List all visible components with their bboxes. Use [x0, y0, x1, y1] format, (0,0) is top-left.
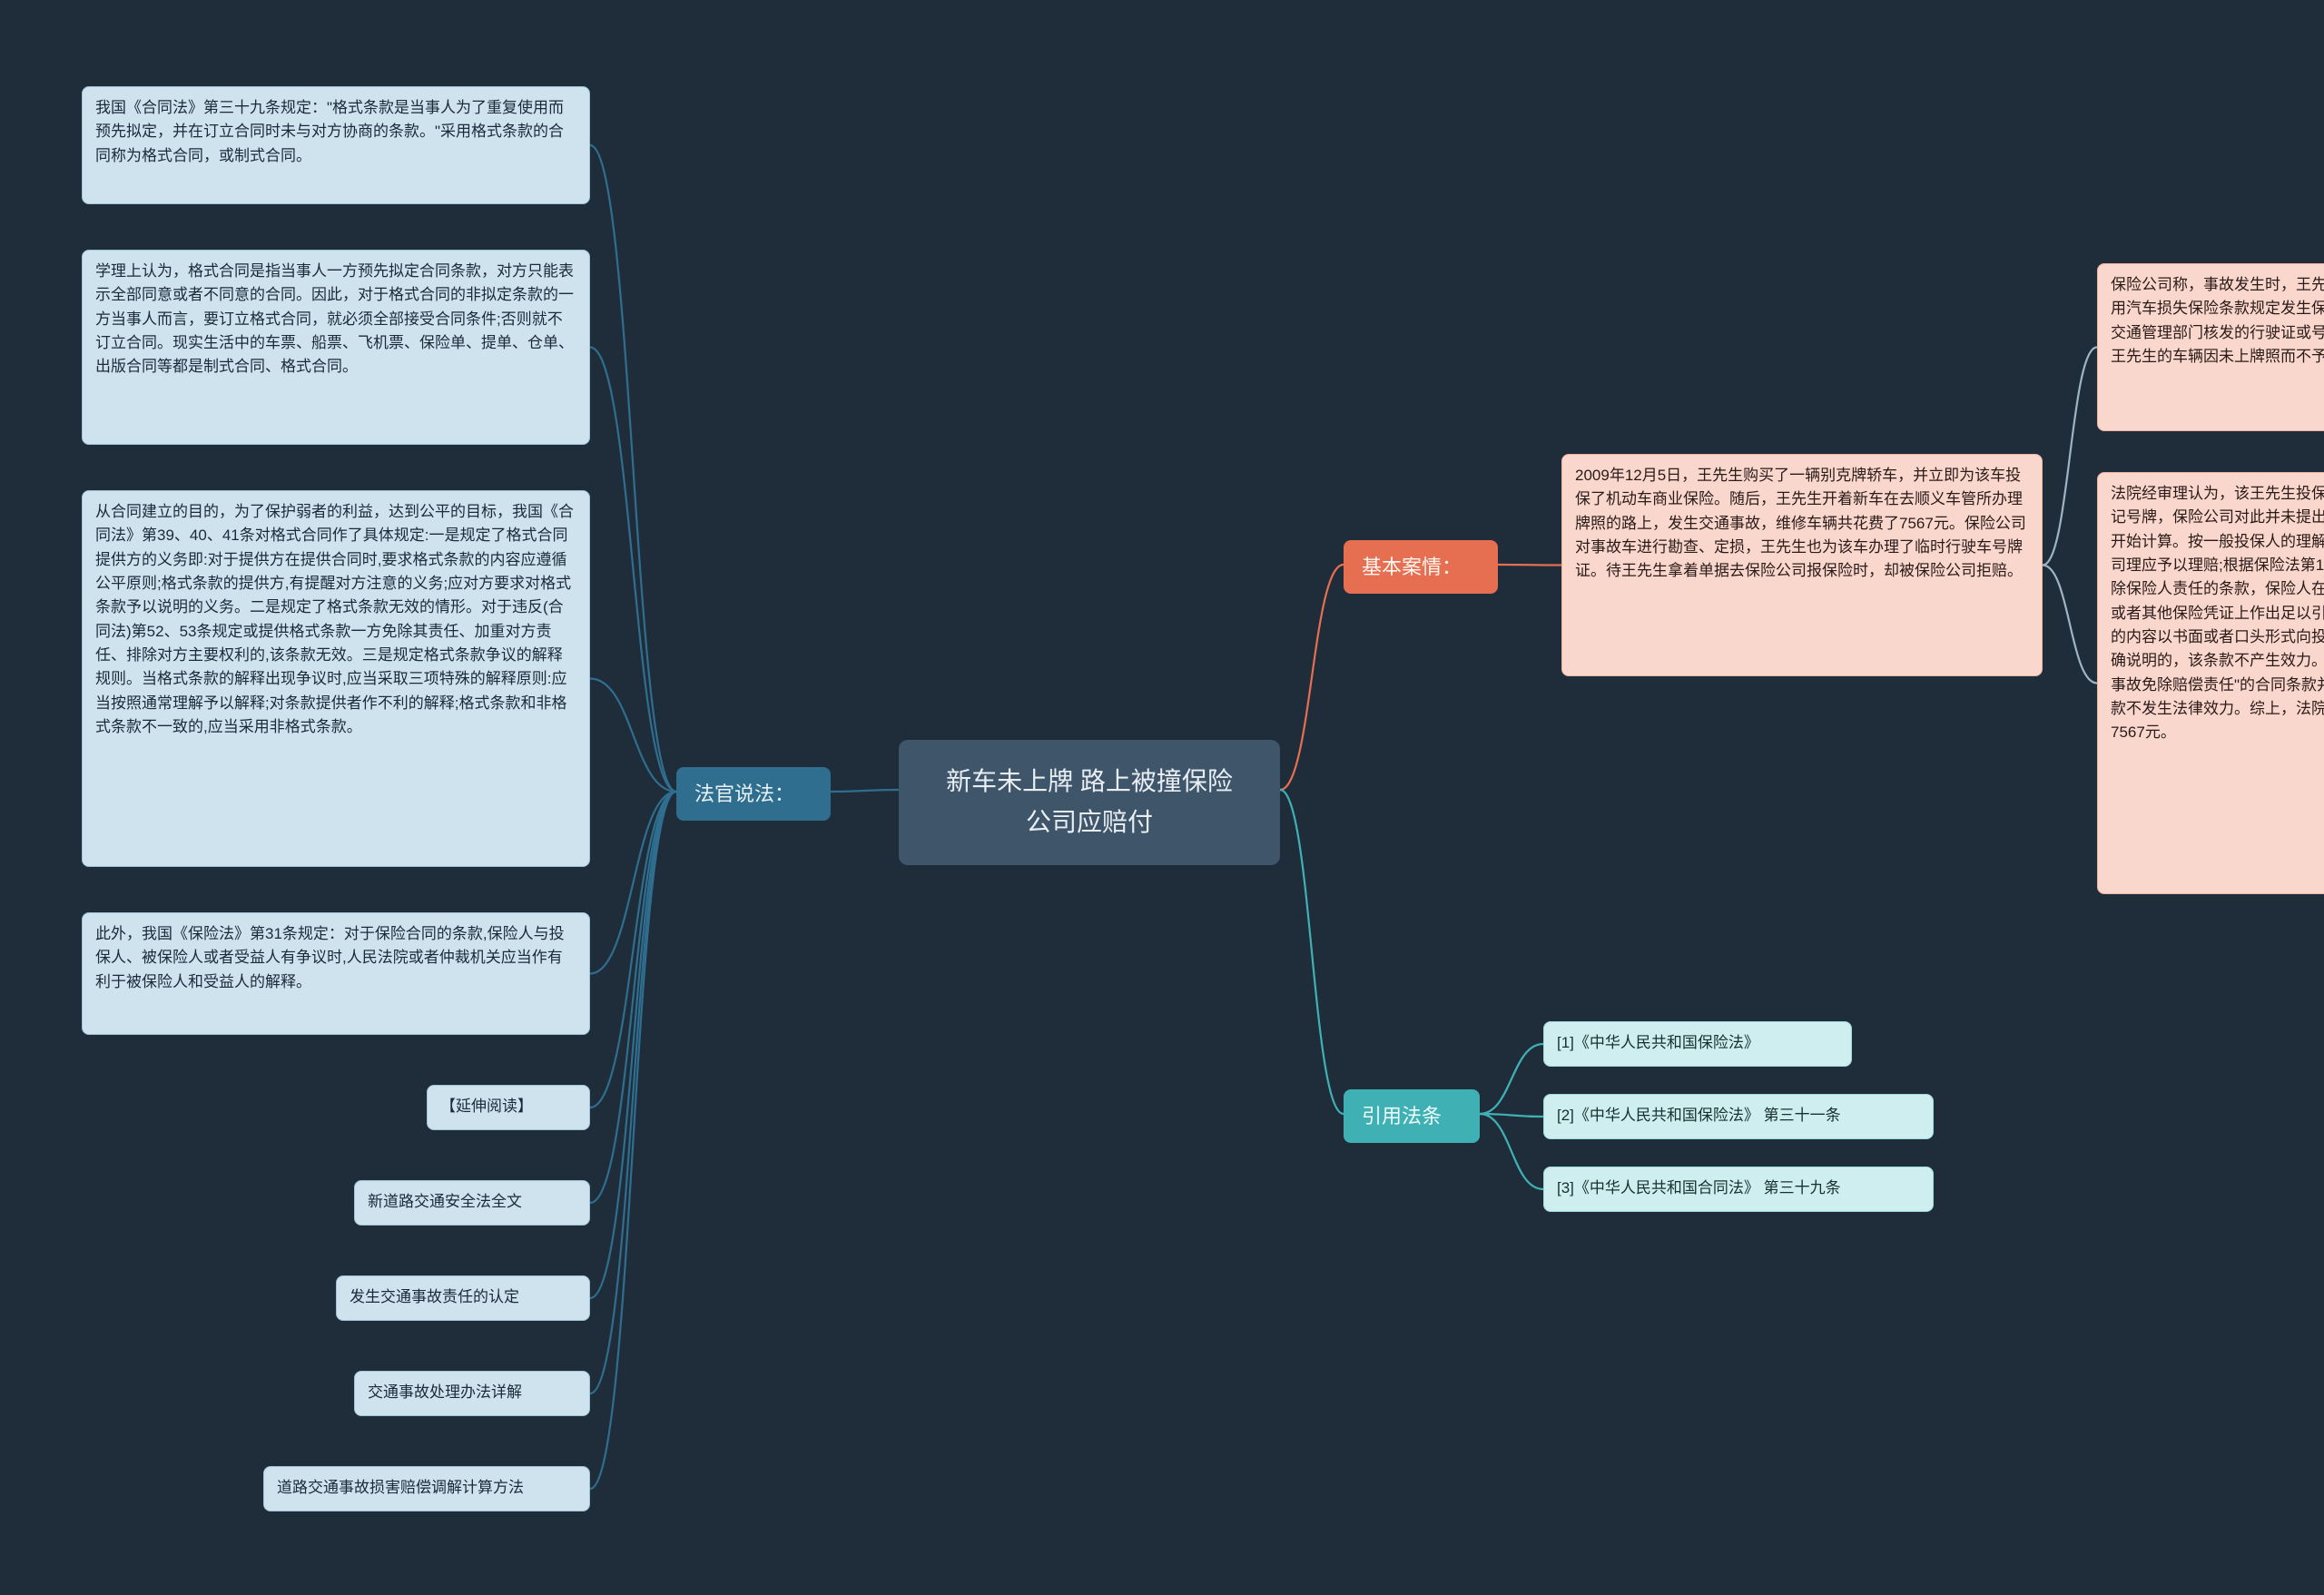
connector: [590, 792, 676, 1203]
judge-leaf: 学理上认为，格式合同是指当事人一方预先拟定合同条款，对方只能表示全部同意或者不同…: [82, 250, 590, 445]
case-leaf: 2009年12月5日，王先生购买了一辆别克牌轿车，并立即为该车投保了机动车商业保…: [1561, 454, 2043, 676]
connector: [1280, 790, 1344, 1114]
judge-leaf: 此外，我国《保险法》第31条规定：对于保险合同的条款,保险人与投保人、被保险人或…: [82, 912, 590, 1035]
connector: [2043, 348, 2097, 566]
connector: [590, 348, 676, 793]
connector: [1498, 565, 1561, 566]
judge-leaf: 交通事故处理办法详解: [354, 1371, 590, 1416]
judge-leaf: 【延伸阅读】: [427, 1085, 590, 1130]
judge-leaf: 从合同建立的目的，为了保护弱者的利益，达到公平的目标，我国《合同法》第39、40…: [82, 490, 590, 867]
case-leaf: 法院经审理认为，该王先生投保的保险单生效时，投保车辆尚未登记号牌，保险公司对此并…: [2097, 472, 2324, 894]
judge-leaf: 发生交通事故责任的认定: [336, 1275, 590, 1321]
center-node: 新车未上牌 路上被撞保险 公司应赔付: [899, 740, 1280, 865]
connector: [590, 792, 676, 1108]
connector: [1280, 565, 1344, 790]
branch-case: 基本案情：: [1344, 540, 1498, 594]
cite-leaf: [2]《中华人民共和国保险法》 第三十一条: [1543, 1094, 1934, 1139]
connector: [831, 790, 899, 792]
case-leaf: 保险公司称，事故发生时，王先生未领取临时行驶证，根据家庭自用汽车损失保险条款规定…: [2097, 263, 2324, 431]
cite-leaf: [3]《中华人民共和国合同法》 第三十九条: [1543, 1167, 1934, 1212]
branch-judge: 法官说法：: [676, 767, 831, 821]
connector: [1480, 1044, 1543, 1114]
connector: [590, 792, 676, 974]
connector: [2043, 566, 2097, 684]
connector: [1480, 1114, 1543, 1189]
branch-cite: 引用法条: [1344, 1089, 1480, 1143]
connector: [590, 792, 676, 1298]
connector: [590, 792, 676, 1489]
cite-leaf: [1]《中华人民共和国保险法》: [1543, 1021, 1852, 1067]
connector: [1480, 1114, 1543, 1117]
judge-leaf: 我国《合同法》第三十九条规定："格式条款是当事人为了重复使用而预先拟定，并在订立…: [82, 86, 590, 204]
judge-leaf: 新道路交通安全法全文: [354, 1180, 590, 1226]
judge-leaf: 道路交通事故损害赔偿调解计算方法: [263, 1466, 590, 1511]
connector: [590, 145, 676, 792]
connector: [590, 679, 676, 793]
connector: [590, 792, 676, 1393]
